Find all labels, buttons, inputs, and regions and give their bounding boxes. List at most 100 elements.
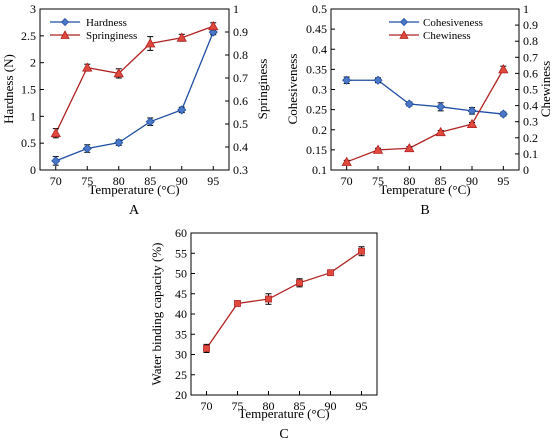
- y-tick-label: 25: [175, 368, 187, 382]
- cohesiveness-point: [342, 75, 352, 85]
- x-tick-label: 70: [50, 174, 62, 188]
- x-tick-label: 80: [113, 174, 125, 188]
- y-tick-label: 0.3: [312, 83, 327, 97]
- springiness-point: [208, 20, 219, 31]
- hardness-point: [114, 138, 124, 148]
- panel-label: B: [420, 203, 429, 218]
- cohesiveness-point: [467, 106, 477, 116]
- y-axis-label: Cohesiveness: [285, 54, 300, 125]
- hardness-point: [82, 143, 92, 154]
- y2-tick-label: 0: [523, 163, 529, 177]
- x-tick-label: 90: [325, 399, 337, 413]
- y-tick-label: 30: [175, 348, 187, 362]
- x-tick-label: 70: [341, 174, 353, 188]
- x-tick-label: 70: [201, 399, 213, 413]
- panel-label: A: [129, 203, 140, 218]
- x-tick-label: 85: [294, 399, 306, 413]
- y2-axis-label: Chewiness: [538, 61, 553, 117]
- hardness-point: [177, 105, 187, 115]
- legend-marker-chewiness: [399, 30, 409, 39]
- y2-axis-label: Springiness: [255, 59, 270, 120]
- y2-tick-label: 0.8: [523, 34, 538, 48]
- plot-frame: [190, 232, 378, 396]
- legend: Hardness Springiness: [50, 17, 137, 42]
- springiness-point: [145, 38, 156, 48]
- chewiness-point: [498, 64, 509, 74]
- y-tick-label: 0.1: [312, 163, 327, 177]
- y2-tick-label: 0.3: [523, 115, 538, 129]
- x-tick-label: 85: [144, 174, 156, 188]
- x-tick-label: 90: [466, 174, 478, 188]
- legend: Cohesiveness Chewiness: [389, 17, 483, 42]
- y-tick-label: 20: [175, 388, 187, 402]
- y-axis-label: Hardness (N): [1, 54, 16, 124]
- marks: 70 75 80 85 90 95 0.1 0.15 0.2 0.25 0.3 0.35 0.4 0.45…: [306, 2, 538, 188]
- series-point: [234, 300, 241, 307]
- cohesiveness-point: [436, 102, 446, 112]
- series-line: [205, 250, 362, 349]
- legend-label-hardness: Hardness: [86, 17, 127, 29]
- y-tick-label: 0: [30, 163, 36, 177]
- springiness-point: [113, 68, 124, 78]
- legend-label-chewiness: Chewiness: [423, 30, 471, 42]
- legend-marker-hardness: [60, 17, 70, 27]
- hardness-point: [145, 117, 155, 127]
- marks: 70 75 80 85 90 95 0 0.5 1 1.5 2 2.5 3 0.3 0.4 0.5 0.6 0.7…: [21, 2, 248, 188]
- x-tick-label: 80: [403, 174, 415, 188]
- x-tick-label: 75: [232, 399, 244, 413]
- springiness-point: [82, 62, 93, 72]
- chewiness-line: [346, 69, 504, 163]
- x-axis-label: Temperature (°C): [379, 182, 470, 197]
- x-axis-label: Temperature (°C): [238, 406, 329, 421]
- y2-tick-label: 0.9: [523, 18, 538, 32]
- legend-label-springiness: Springiness: [86, 30, 137, 42]
- y-tick-label: 2: [30, 56, 36, 70]
- y-tick-label: 0.25: [306, 103, 327, 117]
- chewiness-point: [435, 126, 446, 137]
- legend-marker-cohesiveness: [399, 17, 409, 27]
- y2-tick-label: 0.6: [233, 94, 248, 108]
- y-tick-label: 0.15: [306, 143, 327, 157]
- cohesiveness-point: [404, 99, 414, 109]
- x-tick-label: 95: [497, 174, 509, 188]
- cohesiveness-point: [498, 109, 508, 119]
- series-point: [296, 279, 303, 287]
- y-tick-label: 0.5: [21, 136, 36, 150]
- x-tick-label: 95: [356, 399, 368, 413]
- legend-marker-springiness: [60, 30, 70, 39]
- panel-label: C: [279, 427, 288, 442]
- y2-tick-label: 1: [523, 2, 529, 16]
- x-tick-label: 85: [435, 174, 447, 188]
- y2-tick-label: 0.4: [233, 140, 248, 154]
- chewiness-point: [404, 142, 415, 153]
- y-tick-label: 55: [175, 246, 187, 260]
- chewiness-point: [341, 156, 352, 166]
- series-point: [265, 295, 272, 303]
- x-tick-label: 75: [81, 174, 93, 188]
- y-tick-label: 0.45: [306, 22, 327, 36]
- springiness-point: [50, 127, 61, 138]
- y-tick-label: 60: [175, 226, 187, 240]
- y2-tick-label: 1: [233, 2, 239, 16]
- hardness-line: [55, 31, 214, 162]
- x-axis-label: Temperature (°C): [88, 182, 179, 197]
- y2-tick-label: 0.7: [233, 71, 248, 85]
- y2-tick-label: 0.4: [523, 99, 538, 113]
- y-tick-label: 1.5: [21, 83, 36, 97]
- y-tick-label: 0.5: [312, 2, 327, 16]
- y2-tick-label: 0.6: [523, 66, 538, 80]
- y2-tick-label: 0.7: [523, 50, 538, 64]
- y-tick-label: 40: [175, 307, 187, 321]
- series-point: [203, 345, 210, 352]
- cohesiveness-point: [373, 75, 383, 85]
- y-tick-label: 35: [175, 327, 187, 341]
- legend-label-cohesiveness: Cohesiveness: [423, 17, 483, 29]
- x-tick-label: 80: [263, 399, 275, 413]
- y2-tick-label: 0.3: [233, 163, 248, 177]
- y-tick-label: 3: [30, 2, 36, 16]
- panel-c-chart: 70 75 80 85 90 95 20 25 30 35 40 45 50 55 60 Temperatu…: [149, 226, 378, 442]
- hardness-point: [51, 156, 61, 166]
- y-tick-label: 45: [175, 287, 187, 301]
- x-tick-label: 75: [372, 174, 384, 188]
